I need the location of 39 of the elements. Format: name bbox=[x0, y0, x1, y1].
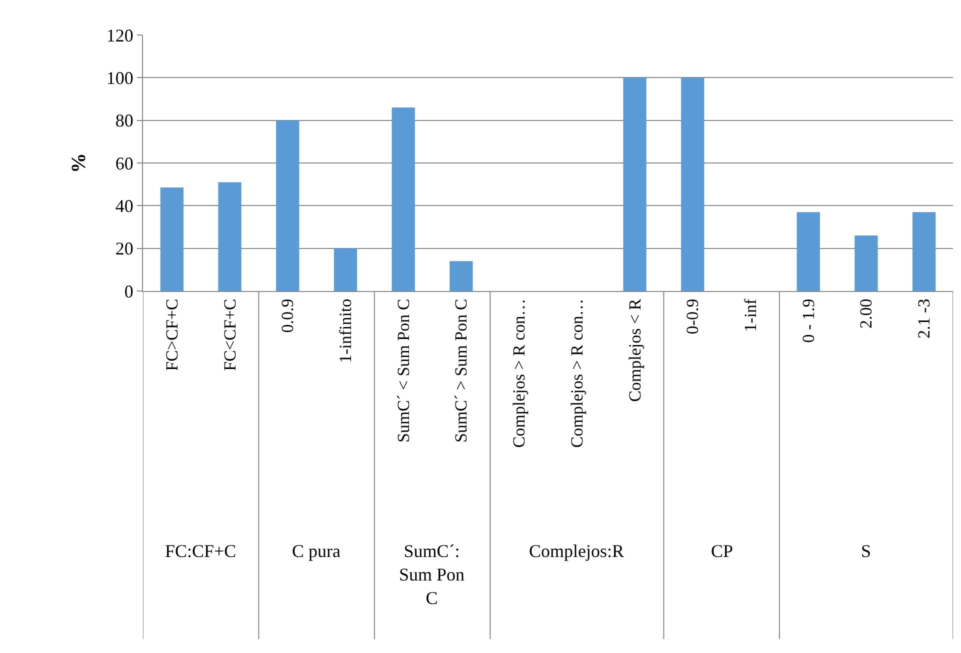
text: Complejos:R bbox=[529, 541, 624, 561]
x-tick-label: 0.0.9 bbox=[278, 298, 298, 333]
text: FC:CF+C bbox=[165, 541, 236, 561]
text: CP bbox=[711, 541, 734, 561]
x-tick-label: SumC´ < Sum Pon C bbox=[394, 298, 413, 443]
x-tick-label: Complejos > R con… bbox=[567, 298, 586, 448]
bar bbox=[218, 182, 242, 291]
x-tick-label: Complejos < R bbox=[625, 298, 644, 402]
text: C pura bbox=[292, 541, 340, 561]
x-tick-label: 0 - 1.9 bbox=[798, 298, 818, 343]
x-tick-label: 1-inf bbox=[741, 298, 760, 332]
y-tick-label: 20 bbox=[115, 238, 134, 259]
x-tick-label: 1-infinito bbox=[336, 298, 356, 364]
text: S bbox=[861, 541, 872, 561]
x-tick-label: 0-0.9 bbox=[683, 298, 702, 334]
y-tick-label: 100 bbox=[106, 68, 134, 88]
bar bbox=[392, 108, 415, 291]
x-tick-label: FC>CF+C bbox=[162, 298, 182, 371]
y-tick-label: 80 bbox=[115, 110, 134, 131]
y-tick-label: 120 bbox=[106, 25, 134, 46]
bar bbox=[450, 261, 473, 291]
bar bbox=[681, 78, 704, 291]
y-tick-label: 40 bbox=[115, 196, 134, 216]
x-tick-label: FC<CF+C bbox=[220, 298, 240, 371]
x-tick-label: 2.1 -3 bbox=[914, 298, 934, 338]
text: SumC´: Sum Pon C bbox=[399, 541, 465, 608]
y-axis-title: % bbox=[68, 153, 90, 173]
bar bbox=[623, 78, 646, 291]
bar bbox=[796, 212, 820, 291]
x-tick-label: SumC´ > Sum Pon C bbox=[452, 298, 471, 443]
bar bbox=[912, 212, 936, 291]
bar bbox=[276, 120, 300, 291]
x-tick-label: 2.00 bbox=[856, 298, 876, 329]
x-tick-label: Complejos > R con… bbox=[510, 298, 529, 448]
bar bbox=[854, 236, 878, 291]
bar bbox=[334, 248, 358, 291]
y-tick-label: 0 bbox=[124, 281, 134, 302]
y-tick-label: 60 bbox=[115, 153, 134, 174]
bar bbox=[160, 188, 184, 291]
